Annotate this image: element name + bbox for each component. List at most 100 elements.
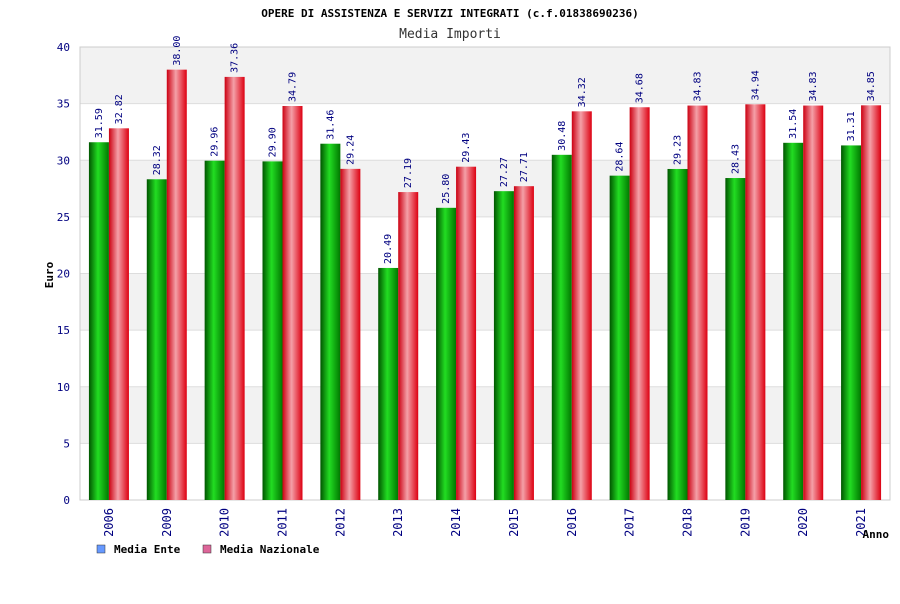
bar-media-ente bbox=[320, 143, 341, 500]
data-label: 25.80 bbox=[441, 174, 452, 204]
x-tick-label: 2013 bbox=[391, 508, 405, 537]
bar-media-nazionale bbox=[803, 105, 824, 501]
data-label: 34.32 bbox=[577, 77, 588, 107]
data-label: 27.19 bbox=[403, 158, 414, 188]
y-tick-label: 30 bbox=[57, 154, 70, 167]
bar-media-nazionale bbox=[398, 192, 419, 501]
y-tick-label: 40 bbox=[57, 41, 70, 54]
data-label: 34.85 bbox=[866, 71, 877, 101]
x-tick-label: 2011 bbox=[276, 508, 290, 537]
bar-media-nazionale bbox=[108, 128, 129, 500]
data-label: 28.43 bbox=[730, 144, 741, 174]
data-label: 27.27 bbox=[499, 157, 510, 187]
bar-media-nazionale bbox=[166, 69, 187, 501]
bar-media-ente bbox=[609, 175, 630, 501]
data-label: 31.54 bbox=[788, 109, 799, 139]
bar-media-ente bbox=[551, 154, 572, 500]
y-tick-label: 5 bbox=[63, 437, 70, 450]
data-label: 37.36 bbox=[230, 43, 241, 73]
x-axis-ticks: 2006 2009 2010 2011 2012 2013 2014 2015 2016 2017… bbox=[102, 508, 868, 537]
y-tick-label: 20 bbox=[57, 268, 70, 281]
x-tick-label: 2010 bbox=[218, 508, 232, 537]
data-label: 29.90 bbox=[268, 127, 279, 157]
data-label: 34.83 bbox=[693, 71, 704, 101]
bar-media-nazionale bbox=[224, 76, 245, 500]
bar-media-ente bbox=[493, 191, 514, 501]
bar-media-nazionale bbox=[456, 166, 477, 500]
legend-label-media-nazionale: Media Nazionale bbox=[220, 543, 320, 556]
grid-band bbox=[80, 273, 890, 331]
y-axis-label: Euro bbox=[43, 261, 56, 288]
data-label: 29.43 bbox=[461, 133, 472, 163]
y-tick-label: 35 bbox=[57, 98, 70, 111]
bar-media-nazionale bbox=[861, 105, 882, 500]
bar-media-ente bbox=[783, 142, 804, 500]
y-tick-label: 25 bbox=[57, 211, 70, 224]
x-tick-label: 2016 bbox=[565, 508, 579, 537]
data-label: 20.49 bbox=[383, 234, 394, 264]
data-label: 27.71 bbox=[519, 152, 530, 182]
data-label: 30.48 bbox=[557, 121, 568, 151]
bar-media-ente bbox=[667, 168, 688, 500]
x-tick-label: 2014 bbox=[449, 508, 463, 537]
y-tick-label: 0 bbox=[63, 494, 70, 507]
bar-media-ente bbox=[262, 161, 283, 500]
data-label: 28.32 bbox=[152, 145, 163, 175]
y-axis-ticks: 0 5 10 15 20 25 30 35 40 bbox=[57, 41, 70, 507]
bar-media-ente bbox=[88, 142, 109, 500]
data-label: 34.83 bbox=[808, 71, 819, 101]
data-label: 34.68 bbox=[635, 73, 646, 103]
bar-media-nazionale bbox=[513, 186, 534, 500]
chart-title: OPERE DI ASSISTENZA E SERVIZI INTEGRATI … bbox=[261, 7, 639, 20]
data-label: 29.23 bbox=[673, 135, 684, 165]
x-tick-label: 2009 bbox=[160, 508, 174, 537]
data-label: 34.79 bbox=[288, 72, 299, 102]
bar-media-ente bbox=[436, 207, 457, 500]
bar-media-ente bbox=[204, 160, 225, 500]
data-label: 32.82 bbox=[114, 94, 125, 124]
bar-media-ente bbox=[725, 178, 746, 500]
y-tick-label: 10 bbox=[57, 381, 70, 394]
bar-media-nazionale bbox=[745, 104, 766, 500]
x-tick-label: 2018 bbox=[681, 508, 695, 537]
bar-media-ente bbox=[146, 179, 167, 500]
chart-subtitle: Media Importi bbox=[399, 27, 501, 42]
x-tick-label: 2017 bbox=[623, 508, 637, 537]
legend: Media Ente Media Nazionale bbox=[96, 543, 320, 556]
data-label: 31.59 bbox=[94, 108, 105, 138]
x-tick-label: 2006 bbox=[102, 508, 116, 537]
x-tick-label: 2019 bbox=[738, 508, 752, 537]
bar-media-ente bbox=[378, 267, 399, 500]
data-label: 38.00 bbox=[172, 36, 183, 66]
bar-media-nazionale bbox=[340, 168, 361, 500]
data-label: 31.46 bbox=[325, 110, 336, 140]
bar-media-nazionale bbox=[629, 107, 650, 501]
plot-area bbox=[79, 46, 891, 501]
value-labels: 31.59 32.82 28.32 38.00 29.96 37.36 29.90 34.79… bbox=[94, 36, 877, 264]
grid-bands bbox=[80, 47, 890, 444]
x-axis-label: Anno bbox=[863, 528, 890, 541]
y-tick-label: 15 bbox=[57, 324, 70, 337]
legend-swatch-media-nazionale bbox=[202, 544, 212, 554]
legend-label-media-ente: Media Ente bbox=[114, 543, 181, 556]
data-label: 29.96 bbox=[210, 127, 221, 157]
x-tick-label: 2020 bbox=[796, 508, 810, 537]
bars bbox=[88, 69, 882, 501]
grid-band bbox=[80, 47, 890, 104]
data-label: 31.31 bbox=[846, 111, 857, 141]
data-label: 34.94 bbox=[750, 70, 761, 100]
bar-media-nazionale bbox=[282, 106, 303, 501]
bar-media-nazionale bbox=[687, 105, 708, 501]
bar-media-nazionale bbox=[571, 111, 592, 501]
grid-band bbox=[80, 160, 890, 217]
data-label: 29.24 bbox=[345, 135, 356, 165]
data-label: 28.64 bbox=[615, 142, 626, 172]
x-tick-label: 2012 bbox=[333, 508, 347, 537]
bar-media-ente bbox=[841, 145, 862, 500]
x-tick-label: 2015 bbox=[507, 508, 521, 537]
legend-swatch-media-ente bbox=[96, 544, 106, 554]
x-tick-label: 2021 bbox=[854, 508, 868, 537]
grid-band bbox=[80, 386, 890, 444]
